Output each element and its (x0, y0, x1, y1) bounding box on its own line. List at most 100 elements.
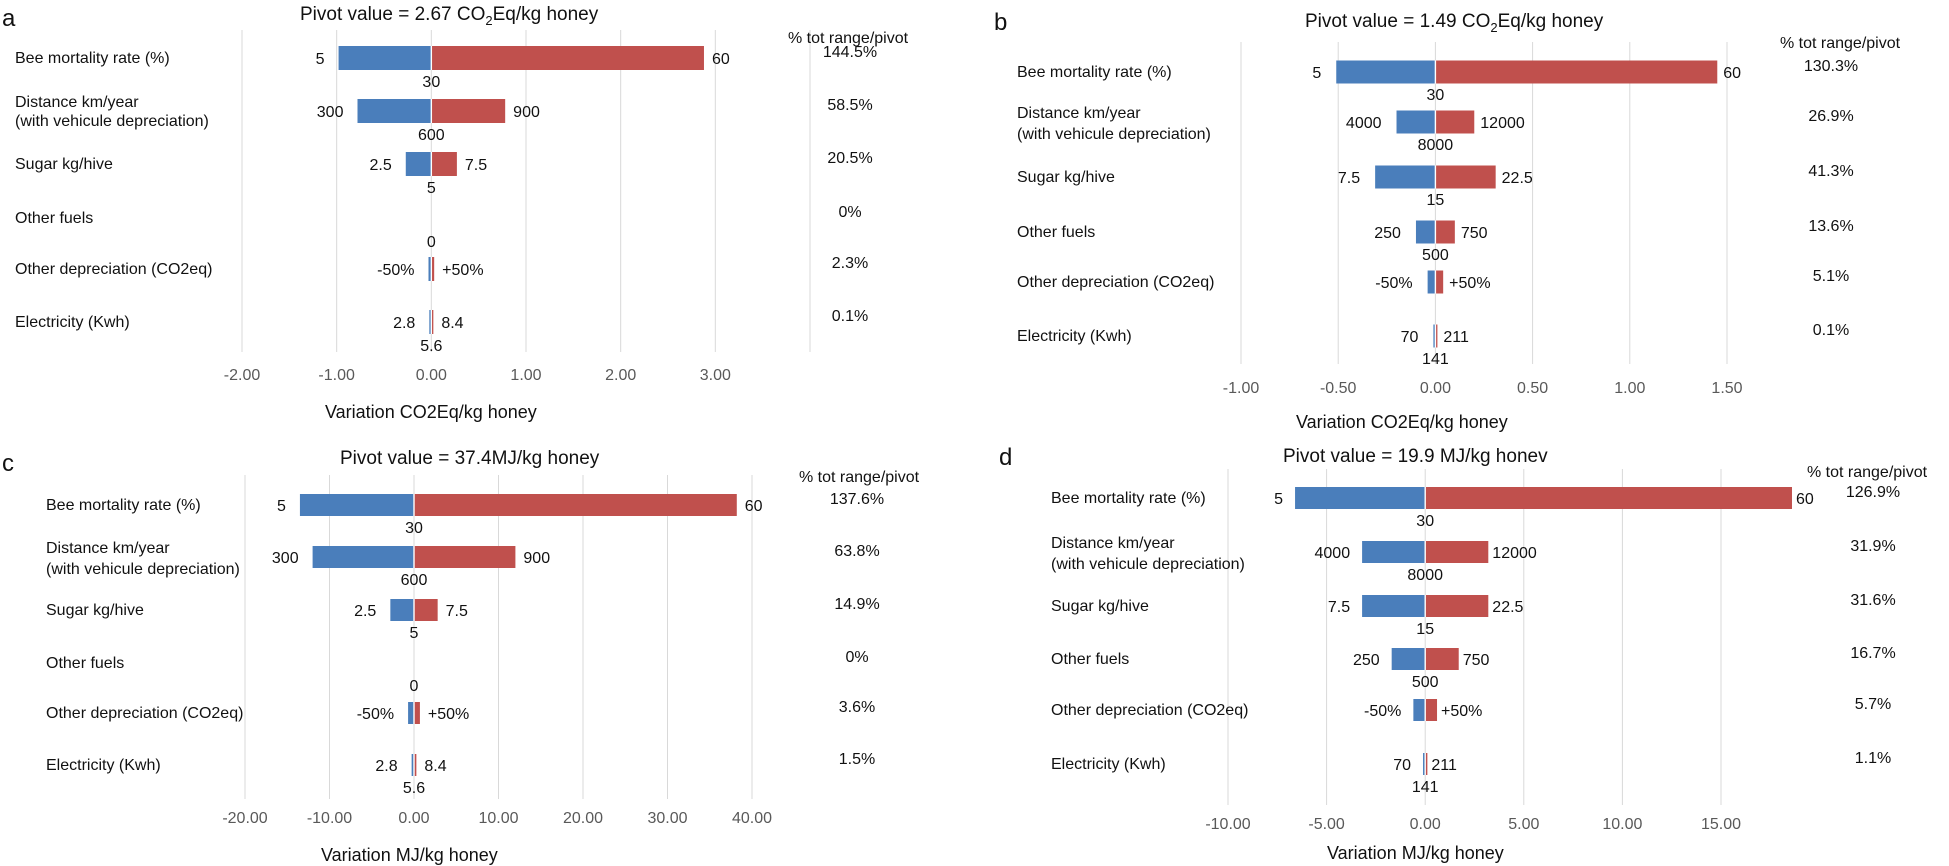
bar-high-c (414, 546, 516, 568)
row-label-c: Distance km/year (46, 540, 170, 557)
x-tick-label-a: 1.00 (510, 367, 541, 384)
bar-high-c (414, 599, 438, 621)
row-label-d: Other depreciation (CO2eq) (1051, 702, 1248, 719)
high-value-label-d: 211 (1431, 757, 1457, 774)
chart-title-a: Pivot value = 2.67 CO2Eq/kg honey (300, 4, 599, 28)
bar-low-b (1336, 60, 1436, 84)
bar-low-d (1423, 753, 1426, 775)
row-label-b: Sugar kg/hive (1017, 169, 1115, 186)
x-tick-label-b: -0.50 (1320, 380, 1357, 397)
panel-letter-a: a (2, 5, 16, 32)
row-label-a: Other depreciation (CO2eq) (15, 261, 212, 278)
bar-high-a (431, 257, 435, 281)
x-tick-label-d: 10.00 (1602, 816, 1642, 833)
x-tick-label-c: 10.00 (478, 810, 518, 827)
high-value-label-c: 60 (745, 498, 763, 515)
bar-high-b (1435, 165, 1496, 189)
bar-low-d (1362, 595, 1426, 617)
pivot-value-label-b: 30 (1427, 87, 1445, 104)
x-tick-label-d: 15.00 (1701, 816, 1741, 833)
bar-high-c (414, 494, 737, 516)
pivot-value-label-d: 141 (1412, 779, 1439, 796)
bar-high-d (1425, 753, 1428, 775)
low-value-label-b: 4000 (1346, 115, 1382, 132)
bar-high-d (1425, 699, 1438, 721)
chart-panel-a: a Pivot value = 2.67 CO2Eq/kg honey -2.00 -… (0, 0, 975, 433)
x-tick-label-c: 40.00 (732, 810, 772, 827)
row-label-b: Electricity (Kwh) (1017, 328, 1132, 345)
row-label-c: Sugar kg/hive (46, 602, 144, 619)
high-value-label-a: +50% (442, 262, 483, 279)
bar-low-c (390, 599, 414, 621)
x-axis-label-d: Variation MJ/kg honey (1327, 843, 1504, 863)
pct-value-b: 0.1% (1813, 322, 1849, 339)
pivot-value-label-a: 0 (427, 234, 436, 251)
x-tick-label-a: -1.00 (318, 367, 355, 384)
low-value-label-d: 250 (1353, 652, 1380, 669)
chart-title-c: Pivot value = 37.4MJ/kg honey (340, 448, 600, 469)
x-tick-label-a: 3.00 (700, 367, 731, 384)
chart-title-b: Pivot value = 1.49 CO2Eq/kg honey (1305, 11, 1604, 35)
x-tick-label-b: 1.50 (1711, 380, 1742, 397)
bar-low-c (411, 754, 414, 776)
row-label-c: Bee mortality rate (%) (46, 497, 201, 514)
low-value-label-b: 70 (1401, 329, 1419, 346)
pct-header-a: % tot range/pivot (788, 30, 909, 47)
row-label-b: Other depreciation (CO2eq) (1017, 274, 1214, 291)
row-label-c: Electricity (Kwh) (46, 757, 161, 774)
high-value-label-d: 750 (1463, 652, 1490, 669)
bar-high-d (1425, 595, 1489, 617)
low-value-label-c: 2.5 (354, 603, 376, 620)
x-tick-label-d: 5.00 (1508, 816, 1539, 833)
low-value-label-d: 5 (1274, 491, 1283, 508)
chart-d-svg: d Pivot value = 19.9 MJ/kg honev -10.00 -5.… (999, 444, 1928, 863)
low-value-label-a: 300 (317, 104, 344, 121)
high-value-label-b: 12000 (1480, 115, 1525, 132)
high-value-label-c: 7.5 (446, 603, 468, 620)
high-value-label-c: +50% (428, 706, 469, 723)
bar-high-b (1435, 270, 1444, 294)
high-value-label-b: +50% (1449, 275, 1490, 292)
row-label-d: Distance km/year (1051, 535, 1175, 552)
high-value-label-b: 60 (1723, 65, 1741, 82)
pct-value-d: 5.7% (1855, 696, 1891, 713)
low-value-label-b: 7.5 (1338, 170, 1360, 187)
row-label-a: Other fuels (15, 210, 93, 227)
pct-value-d: 1.1% (1855, 750, 1891, 767)
bar-low-d (1295, 487, 1426, 509)
pct-value-a: 0.1% (832, 308, 868, 325)
pivot-value-label-b: 141 (1422, 351, 1449, 368)
pivot-value-label-c: 5 (410, 625, 419, 642)
low-value-label-a: 5 (316, 51, 325, 68)
low-value-label-d: -50% (1364, 703, 1401, 720)
pct-value-b: 5.1% (1813, 268, 1849, 285)
x-tick-label-c: 20.00 (563, 810, 603, 827)
pct-value-b: 26.9% (1808, 108, 1853, 125)
high-value-label-d: 12000 (1492, 545, 1537, 562)
pct-value-a: 2.3% (832, 255, 868, 272)
bar-high-b (1435, 220, 1455, 244)
pivot-value-label-d: 15 (1416, 621, 1434, 638)
high-value-label-d: 60 (1796, 491, 1814, 508)
pct-header-d: % tot range/pivot (1807, 464, 1928, 481)
x-axis-label-c: Variation MJ/kg honey (321, 845, 498, 865)
row-label-line2-a: (with vehicule depreciation) (15, 113, 209, 130)
bar-low-b (1375, 165, 1436, 189)
panel-letter-d: d (999, 444, 1012, 471)
bar-high-b (1435, 60, 1718, 84)
low-value-label-a: 2.8 (393, 315, 415, 332)
chart-panel-c: c Pivot value = 37.4MJ/kg honey -20.00 -10.… (0, 433, 975, 866)
chart-panel-d: d Pivot value = 19.9 MJ/kg honev -10.00 -5.… (975, 433, 1949, 866)
pct-value-a: 20.5% (827, 150, 872, 167)
row-label-a: Electricity (Kwh) (15, 314, 130, 331)
bar-low-d (1362, 541, 1426, 563)
x-tick-label-b: 0.50 (1517, 380, 1548, 397)
x-tick-label-b: 0.00 (1420, 380, 1451, 397)
low-value-label-c: -50% (357, 706, 394, 723)
pivot-value-label-c: 600 (401, 572, 428, 589)
high-value-label-a: 8.4 (441, 315, 463, 332)
pivot-value-label-a: 600 (418, 127, 445, 144)
bar-high-d (1425, 648, 1459, 670)
bar-low-a (357, 99, 432, 123)
bar-high-c (414, 702, 420, 724)
